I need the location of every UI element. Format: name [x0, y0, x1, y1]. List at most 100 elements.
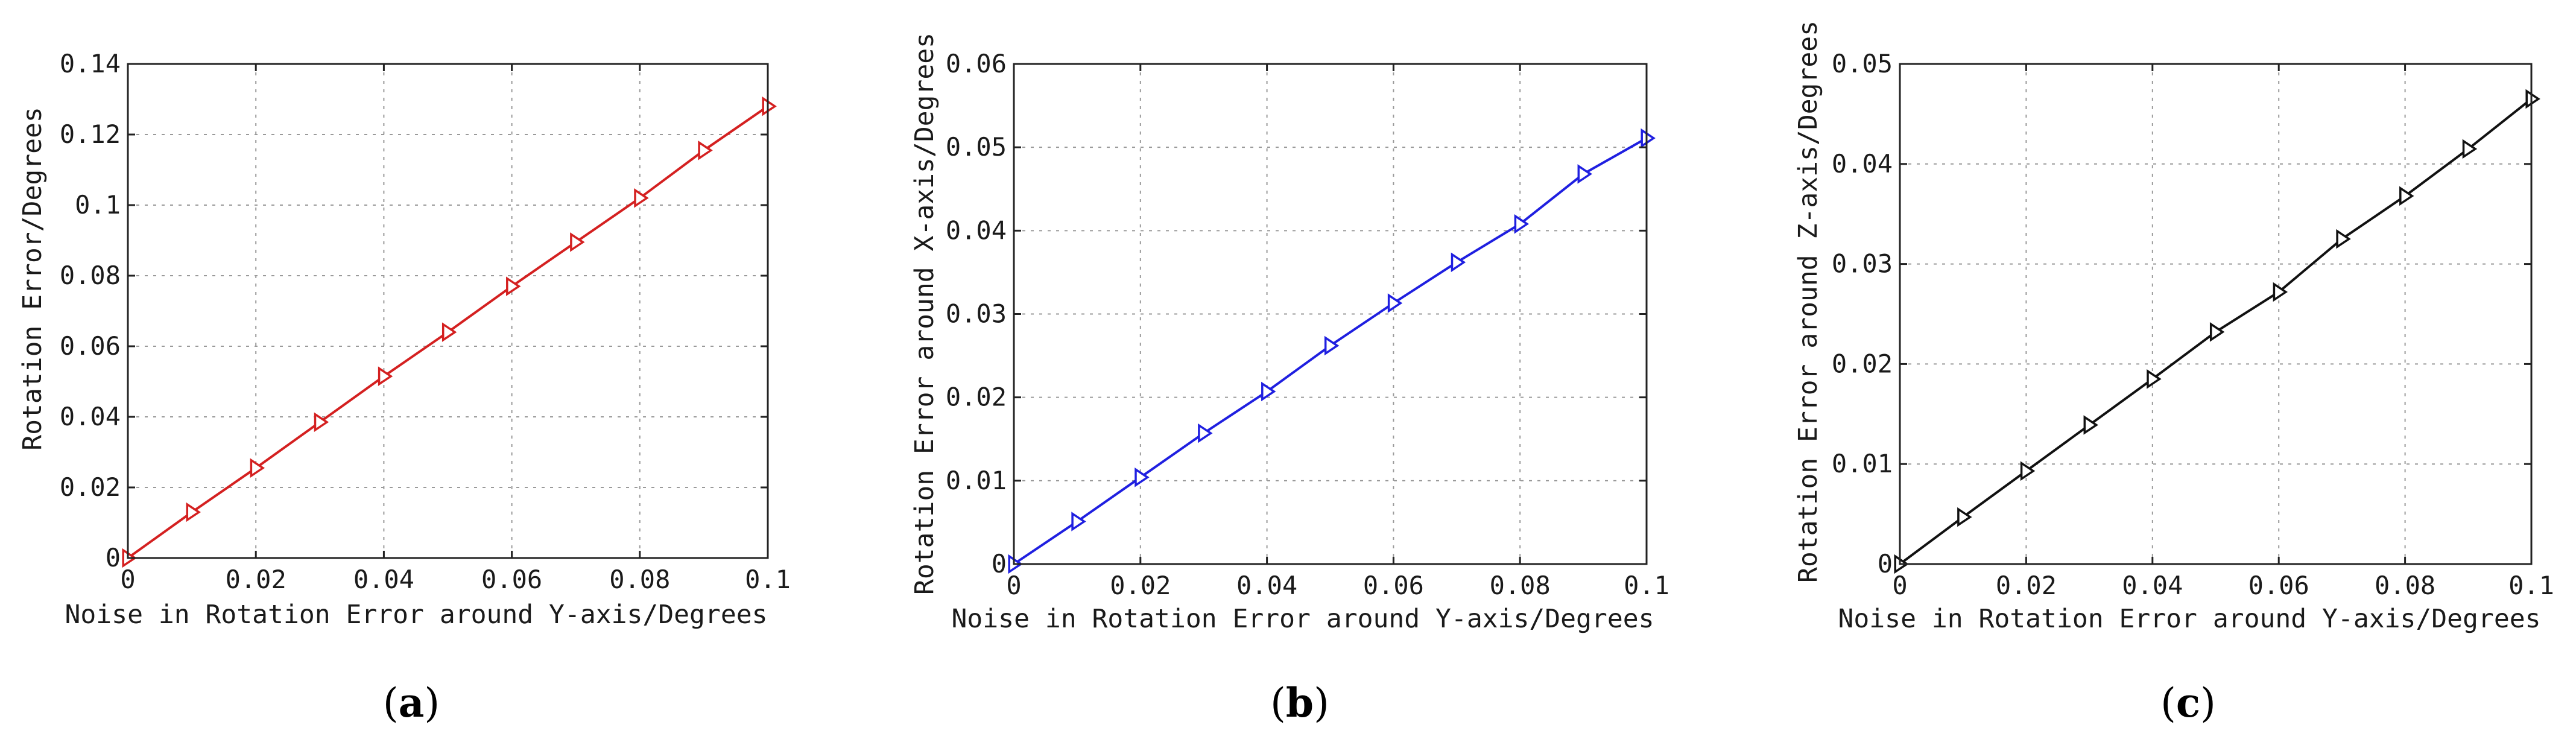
panel-c-data-point: [1957, 507, 1972, 527]
panel-c-y-tick-label: 0: [1878, 549, 1893, 579]
panel-b-grid: [1014, 64, 1647, 564]
panel-b-y-tick-label: 0.03: [946, 299, 1007, 329]
panel-b-caption: (b): [1270, 679, 1329, 726]
panel-c-data-point: [2462, 139, 2478, 159]
panel-b-x-ticks: 0 0.02 0.04 0.06 0.08 0.1: [1006, 64, 1669, 600]
panel-a-grid: [128, 64, 768, 558]
panel-a-y-ticks: 0 0.02 0.04 0.06 0.08 0.1 0.12 0.14: [60, 49, 768, 572]
panel-c-data-point: [2147, 369, 2162, 389]
panel-c-data-point: [2399, 186, 2414, 206]
panel-a-y-tick-label: 0.04: [60, 402, 121, 431]
panel-c: 0 0.02 0.04 0.06 0.08 0.1 0 0.01 0.02 0.03 0.04 0.…: [1793, 21, 2554, 726]
panel-c-xlabel: Noise in Rotation Error around Y-axis/De…: [1838, 604, 2541, 634]
panel-c-grid: [1900, 64, 2531, 564]
panel-a-data-point: [698, 141, 713, 160]
panel-a-x-tick-label: 0.02: [226, 565, 286, 594]
panel-b-data-point: [1261, 381, 1276, 402]
panel-b-y-tick-label: 0.04: [946, 215, 1007, 245]
panel-c-caption: (c): [2160, 679, 2216, 726]
panel-c-data-point: [2273, 282, 2288, 302]
panel-a-y-tick-label: 0: [106, 543, 121, 572]
panel-a-y-tick-label: 0.08: [60, 261, 121, 290]
panel-a-x-tick-label: 0.1: [745, 565, 791, 594]
panel-a-ylabel: Rotation Error/Degrees: [17, 107, 48, 451]
panel-c-data-point: [2525, 89, 2540, 109]
panel-b-caption-letter: b: [1286, 679, 1314, 726]
panel-a-x-ticks: 0 0.02 0.04 0.06 0.08 0.1: [120, 64, 791, 594]
panel-c-y-tick-label: 0.02: [1832, 349, 1893, 378]
panel-a-y-tick-label: 0.06: [60, 331, 121, 361]
panel-c-x-tick-label: 0.1: [2508, 571, 2554, 600]
panel-c-frame: [1899, 63, 2533, 565]
panel-c-y-tick-label: 0.04: [1832, 149, 1893, 179]
panel-a-data-point: [186, 502, 201, 522]
panel-a-data-point: [378, 366, 393, 386]
panel-c-ylabel: Rotation Error around Z-axis/Degrees: [1793, 21, 1823, 583]
panel-b-x-tick-label: 0.06: [1363, 571, 1424, 600]
panel-c-y-ticks: 0 0.01 0.02 0.03 0.04 0.05: [1832, 49, 2531, 579]
panel-a-data-point: [250, 458, 265, 478]
panel-a-xlabel: Noise in Rotation Error around Y-axis/De…: [65, 600, 768, 630]
panel-c-caption-letter: c: [2176, 679, 2200, 726]
panel-b-y-tick-label: 0.01: [946, 466, 1007, 495]
panel-c-x-tick-label: 0: [1892, 571, 1907, 600]
panel-b-data-point: [1324, 335, 1340, 356]
panel-a-x-tick-label: 0.04: [353, 565, 414, 594]
panel-a-data-point: [762, 96, 777, 116]
panel-b-data-point: [1514, 214, 1530, 234]
panel-c-y-tick-label: 0.01: [1832, 449, 1893, 478]
panel-c-x-tick-label: 0.04: [2122, 571, 2183, 600]
panel-b-data-point: [1198, 423, 1213, 443]
panel-b: 0 0.02 0.04 0.06 0.08 0.1 0 0.01 0.02 0.03 0.04 0.…: [910, 33, 1669, 726]
panel-b-x-tick-label: 0: [1006, 571, 1021, 600]
panel-c-data-point: [2020, 461, 2036, 481]
panel-b-x-tick-label: 0.02: [1110, 571, 1171, 600]
panel-b-marker-layer: [1008, 128, 1656, 574]
panel-b-y-tick-label: 0.02: [946, 382, 1007, 412]
panel-b-y-tick-label: 0.05: [946, 132, 1007, 162]
panel-a-y-tick-label: 0.02: [60, 472, 121, 502]
panel-c-axes-box: [1899, 63, 2533, 565]
panel-b-data-point: [1071, 512, 1086, 531]
panel-c-data-point: [2336, 229, 2351, 249]
panel-c-y-tick-label: 0.03: [1832, 249, 1893, 279]
panel-a: 0 0.02 0.04 0.06 0.08 0.1 0 0.02 0.04 0.06 0.08 0.…: [17, 49, 791, 726]
panel-a-data-point: [314, 412, 329, 433]
panel-a-y-tick-label: 0.1: [75, 190, 121, 220]
panel-b-x-tick-label: 0.04: [1236, 571, 1297, 600]
panel-b-data-point: [1641, 128, 1656, 148]
panel-b-data-point: [1451, 252, 1466, 273]
panel-c-x-tick-label: 0.08: [2375, 571, 2435, 600]
panel-b-data-point: [1577, 164, 1592, 184]
panel-c-marker-layer: [1894, 89, 2540, 574]
panel-b-y-tick-label: 0.06: [946, 49, 1007, 78]
panel-a-x-tick-label: 0.08: [609, 565, 670, 594]
panel-a-marker-layer: [122, 96, 777, 568]
panel-c-y-tick-label: 0.05: [1832, 49, 1893, 78]
panel-a-x-tick-label: 0: [120, 565, 135, 594]
panel-c-data-point: [2083, 415, 2098, 435]
panel-c-x-ticks: 0 0.02 0.04 0.06 0.08 0.1: [1892, 64, 2554, 600]
panel-a-y-tick-label: 0.12: [60, 119, 121, 149]
panel-a-data-point: [506, 276, 521, 296]
panel-a-y-tick-label: 0.14: [60, 49, 121, 78]
panel-b-y-tick-label: 0: [992, 549, 1007, 579]
panel-b-x-tick-label: 0.1: [1624, 571, 1669, 600]
panel-a-frame: [127, 63, 769, 559]
panel-a-data-point: [570, 232, 585, 252]
panel-a-caption: (a): [383, 679, 440, 726]
panel-b-data-point: [1135, 468, 1150, 487]
panel-b-y-ticks: 0 0.01 0.02 0.03 0.04 0.05 0.06: [946, 49, 1647, 579]
panel-c-data-point: [2209, 322, 2225, 342]
panel-b-xlabel: Noise in Rotation Error around Y-axis/De…: [952, 604, 1654, 634]
panel-a-axes-box: [127, 63, 769, 559]
panel-c-x-tick-label: 0.02: [1996, 571, 2057, 600]
panel-b-ylabel: Rotation Error around X-axis/Degrees: [910, 33, 940, 595]
panel-a-x-tick-label: 0.06: [481, 565, 542, 594]
panel-c-x-tick-label: 0.06: [2248, 571, 2309, 600]
panel-b-x-tick-label: 0.08: [1490, 571, 1551, 600]
panel-a-data-point: [634, 188, 649, 208]
panel-a-data-point: [441, 322, 457, 342]
panel-b-data-point: [1387, 293, 1403, 313]
